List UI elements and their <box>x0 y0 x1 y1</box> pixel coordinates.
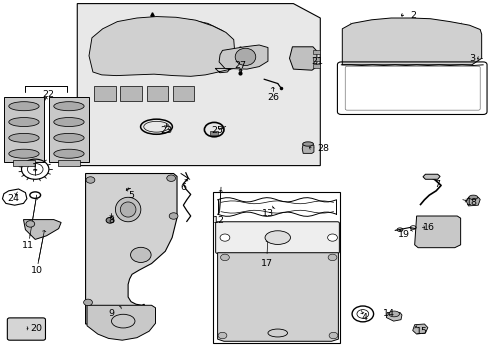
Ellipse shape <box>106 217 114 223</box>
Polygon shape <box>210 131 218 135</box>
Ellipse shape <box>264 231 290 244</box>
Circle shape <box>166 175 175 181</box>
Ellipse shape <box>235 48 255 66</box>
Polygon shape <box>386 312 401 321</box>
Ellipse shape <box>9 102 39 111</box>
Text: 4: 4 <box>361 313 366 322</box>
Ellipse shape <box>54 117 84 127</box>
Text: 19: 19 <box>397 230 408 239</box>
Polygon shape <box>94 86 116 101</box>
Polygon shape <box>466 197 479 206</box>
Text: 23: 23 <box>160 126 172 135</box>
Circle shape <box>218 332 226 339</box>
Text: 6: 6 <box>180 184 186 192</box>
Polygon shape <box>312 57 320 61</box>
Polygon shape <box>412 324 427 334</box>
Text: 8: 8 <box>108 216 114 225</box>
Text: 7: 7 <box>434 180 440 189</box>
Ellipse shape <box>130 247 151 262</box>
Text: 27: 27 <box>234 61 246 70</box>
Circle shape <box>328 332 337 339</box>
Ellipse shape <box>115 197 141 222</box>
Polygon shape <box>77 4 320 166</box>
FancyBboxPatch shape <box>7 318 45 340</box>
FancyBboxPatch shape <box>212 192 339 343</box>
Circle shape <box>220 254 229 261</box>
Circle shape <box>220 234 229 241</box>
Polygon shape <box>302 144 313 153</box>
Polygon shape <box>58 160 80 166</box>
Ellipse shape <box>9 117 39 127</box>
Polygon shape <box>219 45 267 69</box>
Polygon shape <box>120 86 142 101</box>
Polygon shape <box>92 19 232 60</box>
Text: 17: 17 <box>260 259 272 268</box>
Text: 9: 9 <box>108 309 114 318</box>
Polygon shape <box>172 86 194 101</box>
Text: 20: 20 <box>31 324 42 333</box>
Polygon shape <box>4 97 44 162</box>
Circle shape <box>327 254 336 261</box>
Ellipse shape <box>120 202 136 217</box>
Text: 15: 15 <box>415 328 427 336</box>
Text: 25: 25 <box>211 126 223 135</box>
Polygon shape <box>217 253 338 341</box>
Ellipse shape <box>54 133 84 142</box>
Polygon shape <box>89 17 243 76</box>
Ellipse shape <box>54 149 84 158</box>
Text: 5: 5 <box>128 191 134 199</box>
Circle shape <box>327 234 337 241</box>
Text: 2: 2 <box>409 10 415 19</box>
Polygon shape <box>342 18 481 65</box>
Text: 24: 24 <box>8 194 20 203</box>
Text: 18: 18 <box>465 198 477 207</box>
Text: 16: 16 <box>423 223 434 232</box>
Ellipse shape <box>388 311 399 317</box>
Polygon shape <box>422 174 439 179</box>
Text: 22: 22 <box>42 90 54 99</box>
Text: 13: 13 <box>262 209 273 217</box>
Ellipse shape <box>302 142 313 146</box>
Circle shape <box>86 177 95 183</box>
Text: 28: 28 <box>317 144 329 153</box>
Ellipse shape <box>9 133 39 142</box>
Ellipse shape <box>468 195 477 199</box>
Polygon shape <box>49 97 89 162</box>
Polygon shape <box>85 174 177 324</box>
Polygon shape <box>312 50 320 54</box>
Polygon shape <box>87 305 155 340</box>
Text: 11: 11 <box>22 241 34 250</box>
Polygon shape <box>23 220 61 239</box>
Text: 1: 1 <box>32 163 38 172</box>
Text: 3: 3 <box>468 54 474 63</box>
FancyBboxPatch shape <box>215 222 339 253</box>
Ellipse shape <box>9 149 39 158</box>
Ellipse shape <box>26 221 35 227</box>
Polygon shape <box>146 86 168 101</box>
Circle shape <box>169 213 178 219</box>
Text: 14: 14 <box>382 309 394 318</box>
Polygon shape <box>289 47 316 70</box>
Text: 26: 26 <box>266 94 278 102</box>
Polygon shape <box>13 160 35 166</box>
Text: 10: 10 <box>31 266 42 275</box>
Text: 12: 12 <box>213 216 224 225</box>
Polygon shape <box>414 216 460 248</box>
Polygon shape <box>312 64 320 68</box>
Text: 21: 21 <box>310 57 322 66</box>
Circle shape <box>83 299 92 306</box>
Ellipse shape <box>54 102 84 111</box>
